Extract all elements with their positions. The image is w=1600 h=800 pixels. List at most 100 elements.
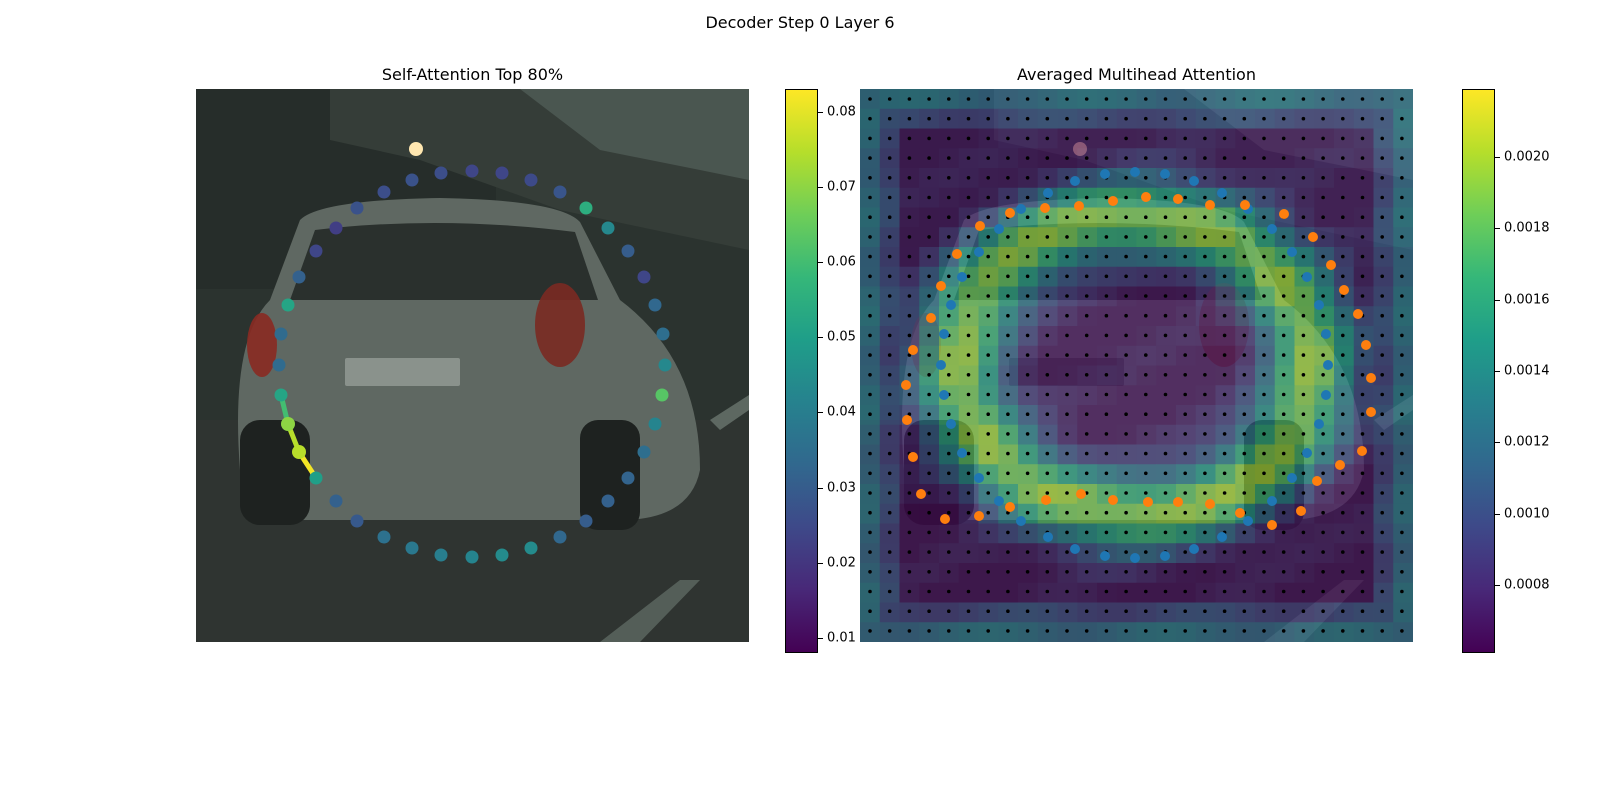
attention-point	[309, 471, 323, 485]
attention-point	[495, 166, 509, 180]
predicted-point	[1366, 373, 1376, 383]
attention-point	[292, 445, 306, 459]
attention-point	[281, 298, 295, 312]
reference-point	[1100, 169, 1110, 179]
predicted-point	[1173, 194, 1183, 204]
attention-point	[658, 358, 672, 372]
attention-point	[329, 494, 343, 508]
reference-point	[1267, 224, 1277, 234]
figure-title: Decoder Step 0 Layer 6	[705, 13, 895, 32]
attention-point	[621, 244, 635, 258]
reference-point	[1016, 516, 1026, 526]
reference-point	[1043, 532, 1053, 542]
attention-point	[292, 270, 306, 284]
attention-point	[601, 494, 615, 508]
attention-point	[648, 298, 662, 312]
self-attention-colorbar-gradient	[785, 89, 818, 653]
multihead-colorbar-tick-label: 0.0018	[1504, 220, 1550, 236]
reference-point	[1016, 204, 1026, 214]
reference-point	[1070, 544, 1080, 554]
predicted-point	[902, 415, 912, 425]
predicted-point	[1005, 502, 1015, 512]
predicted-point	[1267, 520, 1277, 530]
predicted-point	[1279, 209, 1289, 219]
reference-point	[1189, 176, 1199, 186]
predicted-point	[916, 489, 926, 499]
self-attention-colorbar-tick-label: 0.08	[827, 104, 856, 120]
attention-point	[553, 530, 567, 544]
predicted-point	[1353, 309, 1363, 319]
predicted-point	[1205, 200, 1215, 210]
multihead-attention-plot	[860, 89, 1413, 642]
self-attention-colorbar-tick-label: 0.06	[827, 254, 856, 270]
predicted-point	[940, 514, 950, 524]
attention-point	[465, 164, 479, 178]
reference-point	[1314, 300, 1324, 310]
predicted-point	[1108, 196, 1118, 206]
reference-point	[957, 272, 967, 282]
self-attention-colorbar-tick-label: 0.03	[827, 480, 856, 496]
predicted-point	[1357, 446, 1367, 456]
reference-point	[974, 473, 984, 483]
reference-point	[1100, 551, 1110, 561]
predicted-point	[1335, 460, 1345, 470]
predicted-point	[1296, 506, 1306, 516]
attention-point	[601, 221, 615, 235]
reference-point	[946, 419, 956, 429]
reference-point	[1217, 532, 1227, 542]
attention-point	[579, 201, 593, 215]
reference-point	[939, 390, 949, 400]
multihead-colorbar-tick-label: 0.0014	[1504, 363, 1550, 379]
self-attention-colorbar-tick-label: 0.05	[827, 329, 856, 345]
predicted-point	[1074, 201, 1084, 211]
reference-point	[1130, 167, 1140, 177]
attention-point	[281, 417, 295, 431]
multihead-colorbar-tick-label: 0.0010	[1504, 506, 1550, 522]
attention-point	[274, 327, 288, 341]
predicted-point	[1108, 495, 1118, 505]
multihead-colorbar-tick-label: 0.0020	[1504, 149, 1550, 165]
multihead-colorbar-tick	[1495, 156, 1500, 158]
reference-point	[1070, 176, 1080, 186]
predicted-point	[908, 345, 918, 355]
predicted-point	[1040, 203, 1050, 213]
predicted-point	[1141, 192, 1151, 202]
attention-point	[621, 471, 635, 485]
reference-point	[936, 360, 946, 370]
self-attention-colorbar-tick-label: 0.01	[827, 630, 856, 646]
attention-point	[272, 358, 286, 372]
reference-point	[1302, 272, 1312, 282]
right-panel-title: Averaged Multihead Attention	[1017, 65, 1256, 84]
reference-point	[1217, 188, 1227, 198]
attention-point	[350, 201, 364, 215]
reference-point	[1287, 247, 1297, 257]
multihead-colorbar-tick	[1495, 513, 1500, 515]
predicted-point	[901, 380, 911, 390]
multihead-colorbar-tick-label: 0.0016	[1504, 292, 1550, 308]
self-attention-colorbar-tick	[818, 562, 823, 564]
reference-point	[994, 496, 1004, 506]
reference-point	[1189, 544, 1199, 554]
self-attention-colorbar-tick	[818, 487, 823, 489]
reference-point	[1160, 169, 1170, 179]
attention-point	[405, 541, 419, 555]
left-panel-title: Self-Attention Top 80%	[381, 65, 564, 84]
attention-point	[309, 244, 323, 258]
attention-point	[655, 388, 669, 402]
self-attention-colorbar-tick-label: 0.04	[827, 404, 856, 420]
reference-point	[1321, 329, 1331, 339]
attention-point	[656, 327, 670, 341]
reference-point	[957, 448, 967, 458]
grid-points	[868, 97, 1404, 633]
reference-point	[1130, 553, 1140, 563]
photo-background	[196, 89, 749, 642]
self-attention-plot	[196, 89, 749, 642]
reference-point	[994, 224, 1004, 234]
attention-point	[274, 388, 288, 402]
reference-point	[1314, 419, 1324, 429]
reference-point	[1243, 516, 1253, 526]
predicted-point	[1005, 208, 1015, 218]
predicted-point	[1339, 285, 1349, 295]
predicted-point	[1041, 495, 1051, 505]
reference-point	[946, 300, 956, 310]
